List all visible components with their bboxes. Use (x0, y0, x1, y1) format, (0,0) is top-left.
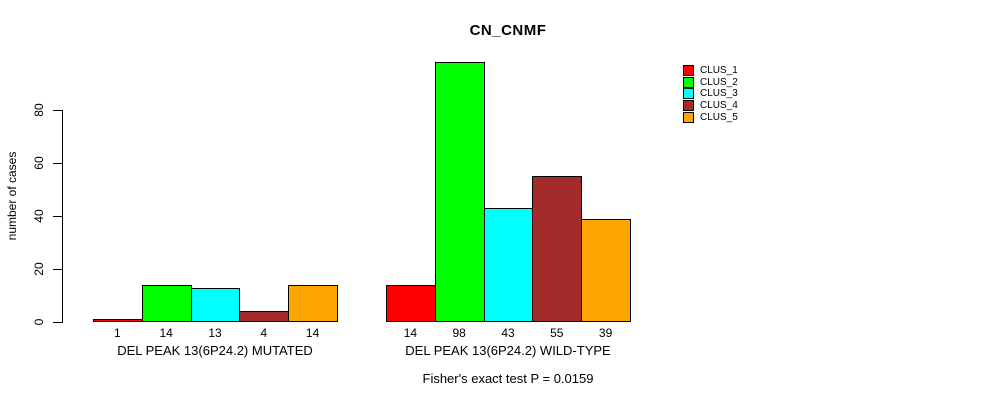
legend-label-clus_3: CLUS_3 (700, 88, 738, 100)
legend-label-clus_4: CLUS_4 (700, 100, 738, 112)
bar-value-label: 14 (403, 326, 418, 340)
bar-clus_2-group1 (141, 284, 192, 322)
bar-clus_5-group1 (288, 284, 338, 322)
y-axis-label: number of cases (5, 151, 19, 241)
bar-value-label: 55 (550, 326, 564, 340)
legend-swatch-clus_2 (683, 76, 694, 88)
bar-value-label: 43 (501, 326, 515, 340)
category-label-group2: DEL PEAK 13(6P24.2) WILD-TYPE (405, 343, 611, 358)
legend-label-clus_1: CLUS_1 (700, 65, 738, 76)
y-tick-mark (53, 216, 62, 217)
bar-value-label: 14 (305, 326, 320, 340)
y-tick-label: 20 (32, 262, 46, 276)
bar-value-label: 98 (452, 326, 466, 340)
y-tick-mark (53, 110, 62, 111)
bar-clus_1-group1 (93, 319, 143, 322)
bar-value-label: 39 (598, 326, 613, 340)
bar-value-label: 13 (208, 326, 222, 340)
bar-clus_2-group2 (434, 62, 485, 322)
bar-value-label: 14 (159, 326, 173, 340)
y-tick-label: 0 (32, 318, 46, 326)
y-tick-mark (53, 269, 62, 270)
y-tick-mark (53, 322, 62, 323)
bar-clus_4-group1 (239, 311, 290, 322)
bar-clus_4-group2 (532, 176, 583, 322)
chart-title: CN_CNMF (469, 22, 547, 39)
legend-swatch-clus_3 (683, 88, 694, 100)
legend-swatch-clus_1 (683, 65, 694, 76)
legend-label-clus_5: CLUS_5 (700, 111, 738, 123)
legend-swatch-clus_5 (683, 111, 694, 123)
y-tick-label: 40 (32, 209, 46, 223)
bar-clus_3-group1 (190, 287, 241, 322)
category-label-group1: DEL PEAK 13(6P24.2) MUTATED (117, 343, 313, 358)
y-tick-label: 80 (32, 103, 46, 117)
y-tick-mark (53, 163, 62, 164)
bar-value-label: 1 (114, 326, 121, 340)
y-tick-label: 60 (32, 156, 46, 170)
legend-swatch-clus_4 (683, 100, 694, 112)
bar-value-label: 4 (260, 326, 268, 340)
bar-clus_3-group2 (483, 208, 534, 322)
fisher-test-annotation: Fisher's exact test P = 0.0159 (422, 371, 594, 386)
legend-label-clus_2: CLUS_2 (700, 76, 738, 88)
y-axis-line (62, 110, 63, 323)
bar-clus_1-group2 (386, 284, 436, 322)
bar-clus_5-group2 (581, 218, 631, 322)
